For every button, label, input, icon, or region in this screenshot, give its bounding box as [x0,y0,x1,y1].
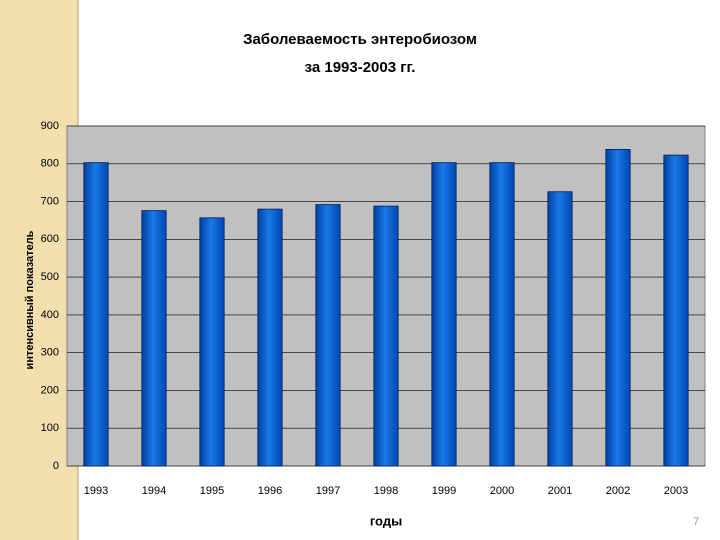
y-tick-label: 500 [41,271,59,283]
y-tick-label: 400 [41,309,59,321]
bar [547,191,573,467]
page-number: 7 [693,516,699,528]
bar [489,162,515,467]
bar [141,210,167,467]
bar [373,205,399,467]
chart-subtitle: за 1993-2003 гг. [305,59,416,76]
x-tick-label: 1993 [84,485,108,497]
x-tick-label: 2003 [664,485,688,497]
x-tick-label: 1994 [142,485,166,497]
y-tick-label: 800 [41,158,59,170]
bar [83,162,109,467]
y-tick-label: 600 [41,233,59,245]
x-tick-label: 1997 [316,485,340,497]
bar [663,154,689,467]
y-tick-label: 100 [41,422,59,434]
x-tick-label: 2000 [490,485,514,497]
y-tick-label: 300 [41,347,59,359]
y-axis-label: интенсивный показатель [24,230,36,369]
bar [605,149,631,467]
x-tick-label: 1999 [432,485,456,497]
x-tick-label: 1996 [258,485,282,497]
bar [315,204,341,467]
y-tick-label: 700 [41,195,59,207]
y-tick-label: 200 [41,384,59,396]
x-tick-label: 2002 [606,485,630,497]
y-tick-label: 900 [41,120,59,132]
x-tick-label: 1995 [200,485,224,497]
bar [199,217,225,467]
chart-title: Заболеваемость энтеробиозом [243,31,477,48]
y-tick-label: 0 [53,460,59,472]
bar [257,208,283,467]
x-axis-label: годы [370,513,402,528]
side-strip [0,0,78,540]
bar [431,162,457,467]
x-tick-label: 1998 [374,485,398,497]
x-tick-label: 2001 [548,485,572,497]
